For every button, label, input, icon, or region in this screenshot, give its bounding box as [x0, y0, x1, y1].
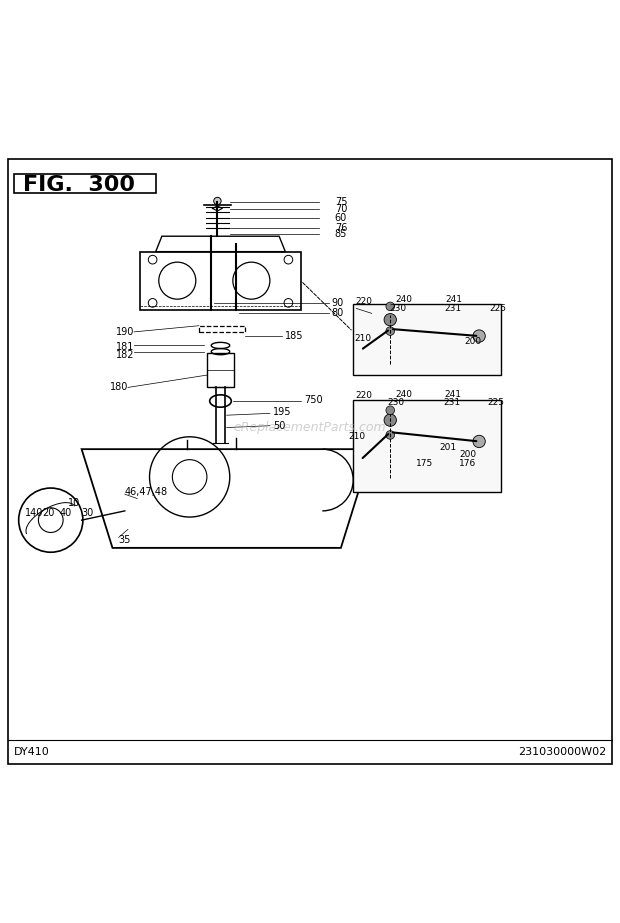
Text: 76: 76 — [335, 222, 347, 233]
Text: 40: 40 — [60, 509, 73, 519]
Circle shape — [473, 330, 485, 342]
Text: 181: 181 — [116, 342, 134, 353]
Text: 231: 231 — [445, 304, 462, 313]
Text: 175: 175 — [416, 459, 433, 468]
Text: 180: 180 — [110, 382, 128, 392]
Text: 220: 220 — [355, 391, 372, 400]
Text: 85: 85 — [335, 229, 347, 239]
Circle shape — [386, 302, 394, 311]
Text: 140: 140 — [25, 509, 43, 519]
Text: 230: 230 — [389, 304, 406, 313]
Text: 750: 750 — [304, 395, 322, 405]
Text: 185: 185 — [285, 331, 304, 342]
Text: 10: 10 — [68, 498, 81, 509]
Text: 200: 200 — [459, 450, 477, 459]
Text: eReplacementParts.com: eReplacementParts.com — [234, 421, 386, 434]
Bar — [353, 304, 502, 375]
Text: 201: 201 — [440, 443, 457, 451]
Text: 240: 240 — [395, 295, 412, 305]
Circle shape — [384, 314, 396, 326]
Text: 75: 75 — [335, 197, 347, 207]
Text: 50: 50 — [273, 421, 285, 431]
Text: 176: 176 — [459, 459, 477, 468]
Circle shape — [386, 406, 394, 414]
Text: 90: 90 — [332, 298, 344, 308]
Text: 195: 195 — [273, 407, 291, 417]
Text: 210: 210 — [348, 432, 365, 441]
Text: 60: 60 — [335, 213, 347, 223]
Text: 225: 225 — [489, 304, 506, 313]
Text: 182: 182 — [115, 351, 134, 360]
Text: 230: 230 — [388, 398, 405, 407]
Text: 35: 35 — [118, 535, 131, 545]
Circle shape — [214, 198, 221, 205]
Text: 80: 80 — [332, 308, 344, 318]
Text: FIG.  300: FIG. 300 — [23, 175, 135, 195]
Text: 70: 70 — [335, 204, 347, 214]
Text: 241: 241 — [446, 295, 463, 305]
Text: 30: 30 — [82, 509, 94, 519]
Text: 20: 20 — [43, 509, 55, 519]
Text: 240: 240 — [395, 390, 412, 400]
Bar — [207, 354, 234, 388]
Text: 231: 231 — [443, 398, 461, 407]
Bar — [353, 400, 502, 492]
Circle shape — [386, 327, 394, 335]
Text: 46,47,48: 46,47,48 — [125, 487, 168, 497]
Text: 220: 220 — [355, 296, 372, 306]
Text: 225: 225 — [488, 398, 505, 407]
Circle shape — [384, 414, 396, 426]
Circle shape — [473, 436, 485, 448]
Text: 190: 190 — [116, 327, 134, 337]
Text: 241: 241 — [445, 390, 461, 400]
Text: DY410: DY410 — [14, 747, 50, 757]
Text: 231030000W02: 231030000W02 — [518, 747, 606, 757]
Text: 210: 210 — [355, 333, 371, 342]
Circle shape — [386, 431, 394, 439]
Text: 200: 200 — [464, 337, 482, 345]
